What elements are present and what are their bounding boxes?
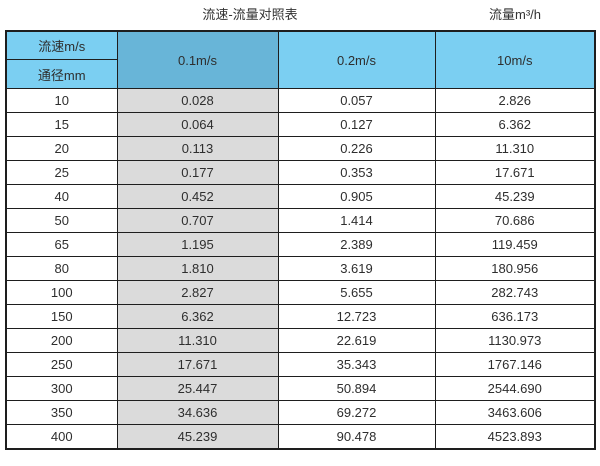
cell-flow-value: 0.127 [277, 112, 436, 137]
table-row: 100 2.827 5.655 282.743 [5, 280, 596, 305]
table-row: 80 1.810 3.619 180.956 [5, 256, 596, 281]
cell-diameter: 80 [5, 256, 118, 281]
table-header: 流速m/s 0.1m/s 0.2m/s 10m/s 通径mm [5, 30, 596, 89]
cell-flow-value: 45.239 [434, 184, 596, 209]
cell-flow-value: 1.414 [277, 208, 436, 233]
cell-flow-value: 34.636 [116, 400, 279, 425]
cell-flow-value: 0.452 [116, 184, 279, 209]
table-row: 10 0.028 0.057 2.826 [5, 88, 596, 113]
header-col-0-2ms: 0.2m/s [277, 30, 436, 89]
cell-flow-value: 1130.973 [434, 328, 596, 353]
cell-diameter: 300 [5, 376, 118, 401]
cell-flow-value: 2.826 [434, 88, 596, 113]
table-row: 25 0.177 0.353 17.671 [5, 160, 596, 185]
table-row: 300 25.447 50.894 2544.690 [5, 376, 596, 401]
cell-flow-value: 22.619 [277, 328, 436, 353]
cell-flow-value: 45.239 [116, 424, 279, 450]
cell-flow-value: 282.743 [434, 280, 596, 305]
cell-flow-value: 0.707 [116, 208, 279, 233]
cell-flow-value: 11.310 [434, 136, 596, 161]
table-row: 350 34.636 69.272 3463.606 [5, 400, 596, 425]
cell-flow-value: 90.478 [277, 424, 436, 450]
cell-flow-value: 0.057 [277, 88, 436, 113]
table-title: 流速-流量对照表 [202, 7, 298, 22]
cell-diameter: 50 [5, 208, 118, 233]
cell-diameter: 100 [5, 280, 118, 305]
table-row: 400 45.239 90.478 4523.893 [5, 424, 596, 450]
cell-diameter: 400 [5, 424, 118, 450]
cell-flow-value: 119.459 [434, 232, 596, 257]
cell-flow-value: 17.671 [116, 352, 279, 377]
cell-flow-value: 5.655 [277, 280, 436, 305]
cell-flow-value: 12.723 [277, 304, 436, 329]
cell-flow-value: 1767.146 [434, 352, 596, 377]
table-row: 250 17.671 35.343 1767.146 [5, 352, 596, 377]
cell-flow-value: 1.195 [116, 232, 279, 257]
cell-flow-value: 0.113 [116, 136, 279, 161]
header-col-0-1ms: 0.1m/s [116, 30, 279, 89]
cell-flow-value: 25.447 [116, 376, 279, 401]
cell-flow-value: 2.389 [277, 232, 436, 257]
cell-diameter: 150 [5, 304, 118, 329]
table-row: 40 0.452 0.905 45.239 [5, 184, 596, 209]
flow-unit-label: 流量m³/h [488, 7, 541, 22]
header-diameter-label: 通径mm [5, 59, 118, 89]
table-row: 20 0.113 0.226 11.310 [5, 136, 596, 161]
cell-flow-value: 6.362 [116, 304, 279, 329]
cell-diameter: 350 [5, 400, 118, 425]
cell-flow-value: 0.028 [116, 88, 279, 113]
table-row: 200 11.310 22.619 1130.973 [5, 328, 596, 353]
cell-flow-value: 50.894 [277, 376, 436, 401]
cell-flow-value: 2.827 [116, 280, 279, 305]
cell-flow-value: 0.177 [116, 160, 279, 185]
cell-diameter: 250 [5, 352, 118, 377]
header-col-10ms: 10m/s [434, 30, 596, 89]
cell-flow-value: 0.353 [277, 160, 436, 185]
cell-flow-value: 636.173 [434, 304, 596, 329]
header-velocity-label: 流速m/s [5, 30, 118, 60]
cell-flow-value: 6.362 [434, 112, 596, 137]
table-body: 10 0.028 0.057 2.826 15 0.064 0.127 6.362 20 0.11… [5, 88, 596, 450]
cell-flow-value: 4523.893 [434, 424, 596, 450]
cell-diameter: 65 [5, 232, 118, 257]
cell-flow-value: 1.810 [116, 256, 279, 281]
cell-diameter: 10 [5, 88, 118, 113]
cell-diameter: 200 [5, 328, 118, 353]
cell-flow-value: 2544.690 [434, 376, 596, 401]
cell-flow-value: 11.310 [116, 328, 279, 353]
cell-diameter: 20 [5, 136, 118, 161]
cell-flow-value: 17.671 [434, 160, 596, 185]
cell-diameter: 25 [5, 160, 118, 185]
cell-flow-value: 180.956 [434, 256, 596, 281]
cell-flow-value: 70.686 [434, 208, 596, 233]
cell-diameter: 15 [5, 112, 118, 137]
cell-flow-value: 0.064 [116, 112, 279, 137]
cell-flow-value: 0.226 [277, 136, 436, 161]
cell-diameter: 40 [5, 184, 118, 209]
table-row: 65 1.195 2.389 119.459 [5, 232, 596, 257]
cell-flow-value: 0.905 [277, 184, 436, 209]
table-row: 15 0.064 0.127 6.362 [5, 112, 596, 137]
cell-flow-value: 69.272 [277, 400, 436, 425]
table-row: 150 6.362 12.723 636.173 [5, 304, 596, 329]
table-row: 50 0.707 1.414 70.686 [5, 208, 596, 233]
cell-flow-value: 3463.606 [434, 400, 596, 425]
cell-flow-value: 3.619 [277, 256, 436, 281]
cell-flow-value: 35.343 [277, 352, 436, 377]
flow-rate-table: 流速m/s 0.1m/s 0.2m/s 10m/s 通径mm 10 0.028 0.… [5, 30, 596, 450]
